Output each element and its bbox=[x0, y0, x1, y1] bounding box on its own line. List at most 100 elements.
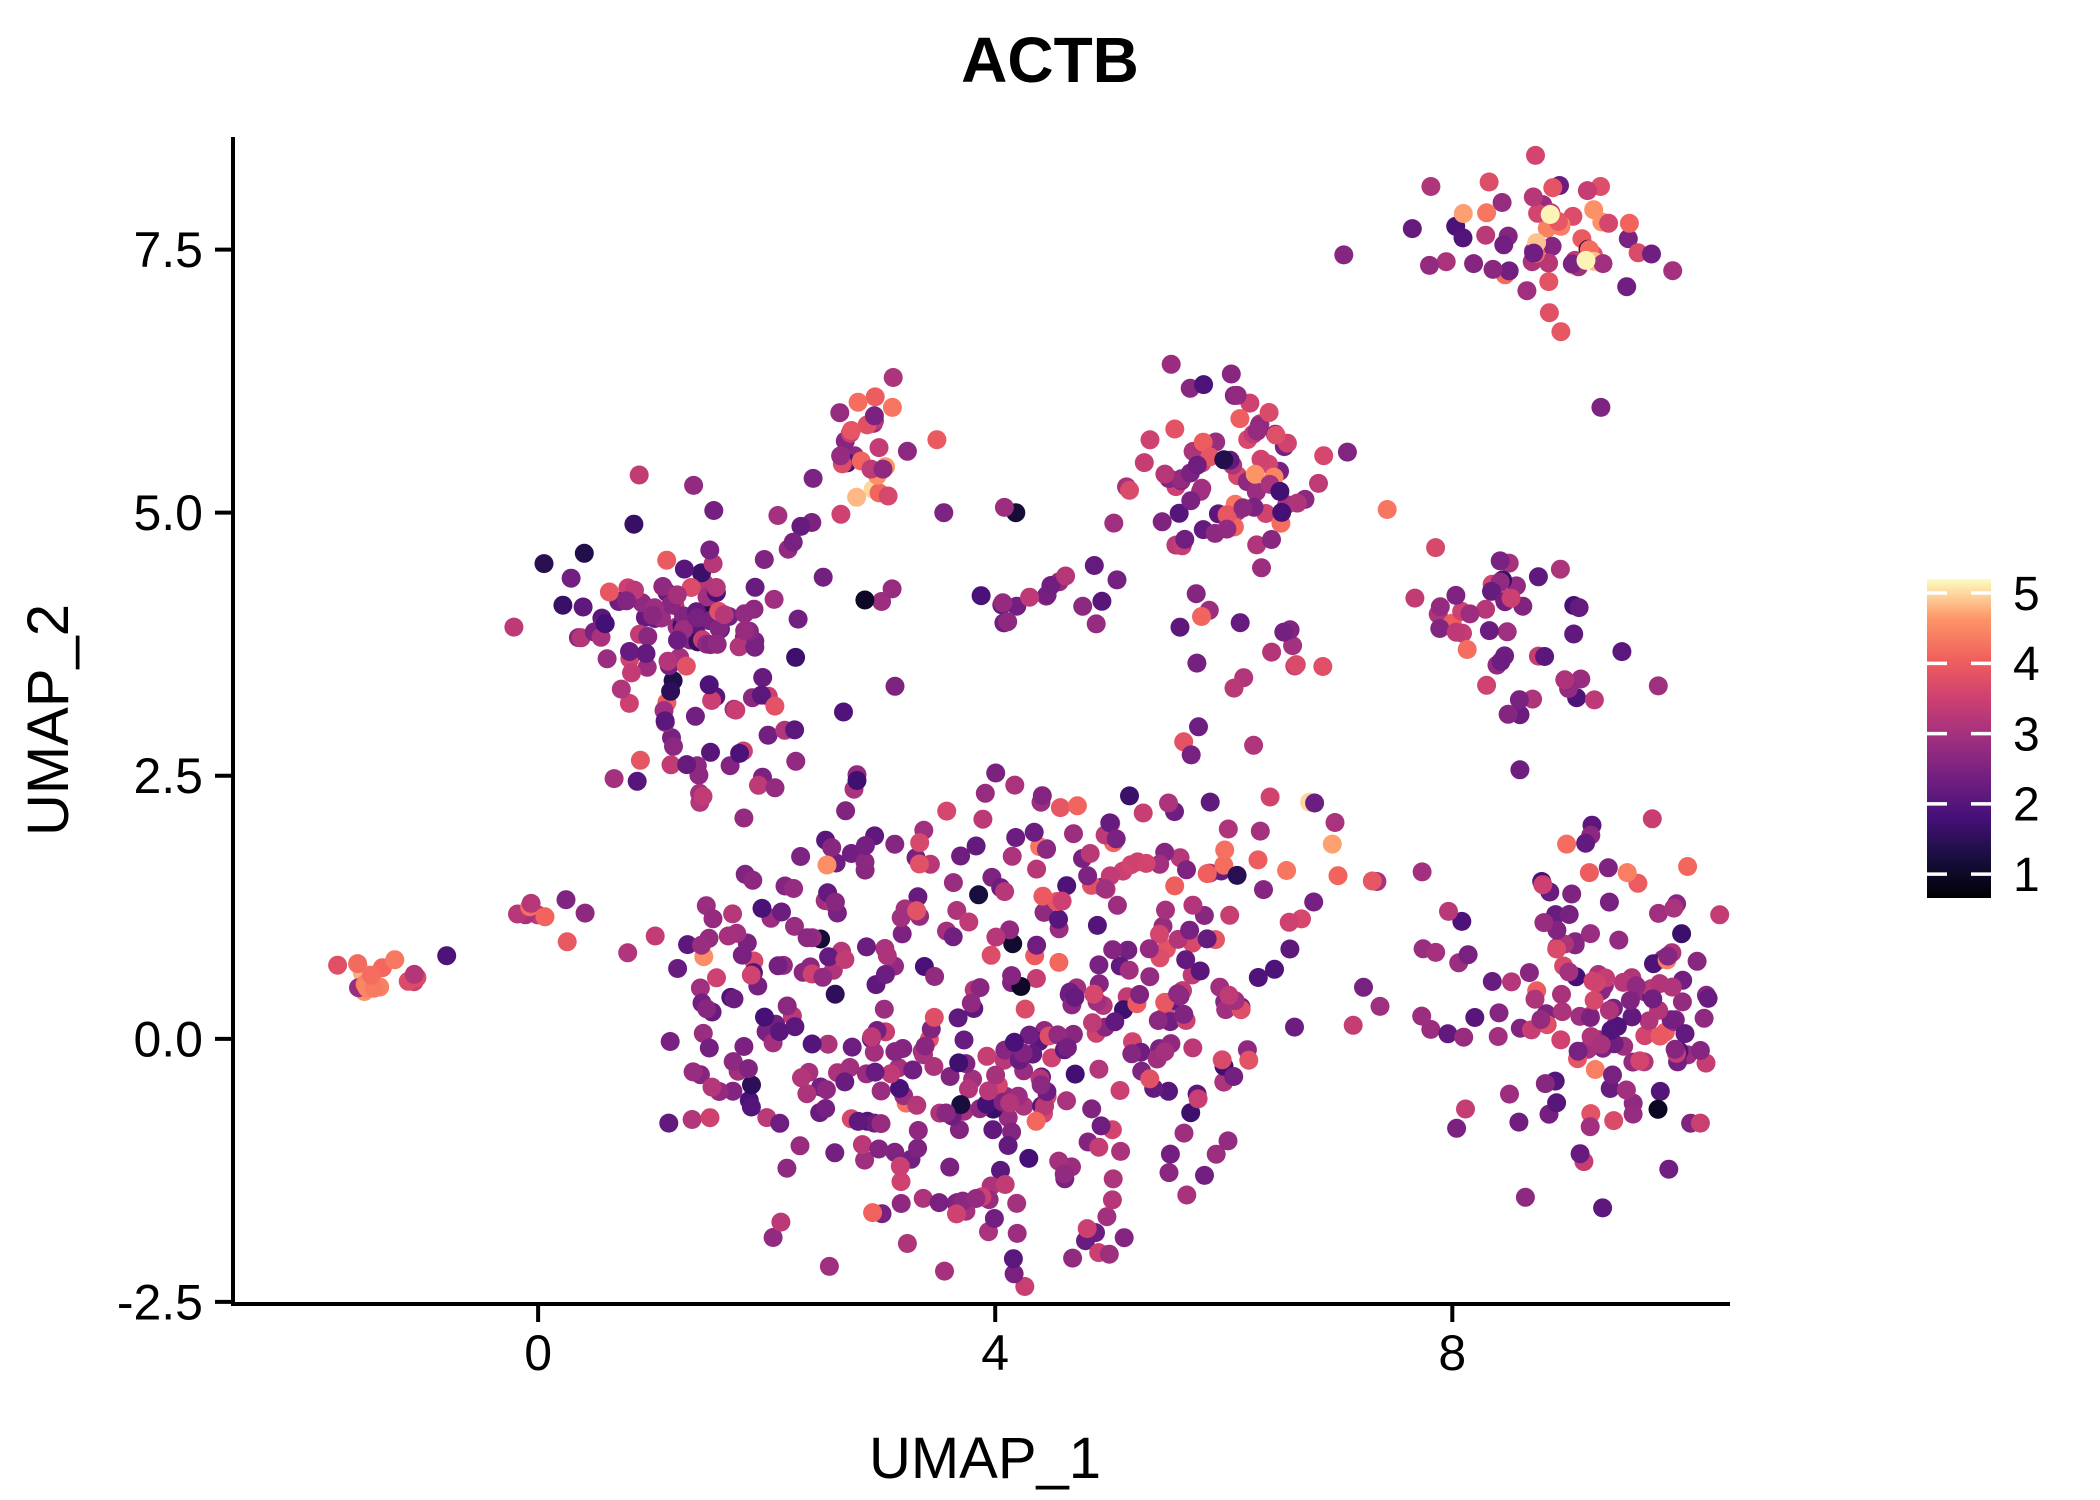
colorbar-tick-label: 2 bbox=[2013, 779, 2040, 832]
data-point bbox=[1188, 1089, 1208, 1109]
data-point bbox=[1106, 829, 1126, 849]
data-point bbox=[1533, 875, 1553, 895]
data-point bbox=[1584, 990, 1604, 1010]
data-point bbox=[1576, 250, 1596, 270]
data-point bbox=[1322, 834, 1342, 854]
data-point bbox=[995, 882, 1015, 902]
data-point bbox=[831, 446, 851, 466]
data-point bbox=[768, 506, 788, 525]
data-point bbox=[1215, 840, 1235, 860]
data-point bbox=[790, 1136, 810, 1156]
data-point bbox=[1678, 857, 1698, 876]
data-point bbox=[1523, 187, 1543, 207]
data-point bbox=[852, 1135, 872, 1155]
data-point bbox=[1412, 862, 1432, 882]
data-point bbox=[1630, 1051, 1650, 1071]
data-point bbox=[1221, 364, 1241, 384]
data-point bbox=[865, 1062, 885, 1082]
data-point bbox=[636, 644, 656, 663]
data-point bbox=[1089, 1059, 1109, 1079]
data-point bbox=[1464, 254, 1484, 274]
data-point bbox=[1110, 1081, 1130, 1100]
data-point bbox=[1097, 1207, 1117, 1227]
data-point bbox=[1622, 1007, 1642, 1027]
data-point bbox=[1214, 855, 1234, 875]
data-point bbox=[803, 468, 823, 488]
y-tick-label: 7.5 bbox=[133, 222, 203, 278]
data-point bbox=[629, 465, 649, 485]
data-point bbox=[986, 1065, 1006, 1085]
data-point bbox=[556, 890, 576, 910]
data-point bbox=[1248, 968, 1268, 987]
data-point bbox=[1197, 864, 1217, 884]
data-point bbox=[1618, 229, 1638, 249]
data-point bbox=[1454, 1027, 1474, 1047]
data-point bbox=[855, 836, 875, 856]
data-point bbox=[768, 956, 788, 976]
colorbar-tick-label: 5 bbox=[2013, 568, 2040, 621]
data-point bbox=[1092, 591, 1112, 611]
data-point bbox=[797, 1084, 817, 1104]
data-point bbox=[908, 1121, 928, 1140]
data-point bbox=[907, 1095, 927, 1115]
data-point bbox=[1562, 884, 1582, 904]
data-point bbox=[1623, 1104, 1643, 1124]
data-point bbox=[668, 959, 688, 978]
data-point bbox=[1156, 900, 1175, 920]
data-point bbox=[706, 578, 726, 597]
data-point bbox=[1104, 513, 1124, 533]
data-point bbox=[847, 771, 867, 790]
data-point bbox=[1626, 976, 1646, 996]
data-point bbox=[1206, 1144, 1226, 1164]
data-point bbox=[735, 604, 755, 624]
data-point bbox=[897, 441, 917, 461]
data-point bbox=[825, 1143, 845, 1163]
data-point bbox=[1065, 1064, 1085, 1084]
data-point bbox=[937, 801, 957, 821]
data-point bbox=[943, 927, 963, 947]
data-point bbox=[668, 630, 687, 650]
data-point bbox=[1619, 213, 1639, 233]
data-point bbox=[986, 763, 1006, 783]
data-point bbox=[1026, 1111, 1046, 1131]
data-point bbox=[1710, 905, 1730, 925]
data-point bbox=[1217, 505, 1237, 525]
data-point bbox=[1262, 530, 1281, 549]
data-point bbox=[1140, 430, 1160, 450]
data-point bbox=[973, 809, 993, 829]
data-point bbox=[723, 904, 743, 924]
data-point bbox=[1219, 985, 1239, 1005]
data-point bbox=[1570, 1144, 1590, 1164]
data-point bbox=[1354, 977, 1373, 997]
data-point bbox=[700, 540, 720, 560]
data-point bbox=[871, 1081, 891, 1101]
data-point bbox=[1026, 969, 1046, 988]
data-point bbox=[697, 999, 717, 1019]
data-point bbox=[1041, 576, 1061, 595]
data-point bbox=[1460, 604, 1480, 624]
data-point bbox=[825, 984, 845, 1004]
colorbar-gradient bbox=[1927, 579, 1991, 898]
data-point bbox=[1103, 1169, 1123, 1189]
data-point bbox=[595, 614, 615, 634]
data-point bbox=[1160, 1144, 1180, 1164]
data-point bbox=[385, 950, 405, 970]
data-point bbox=[908, 1138, 928, 1158]
data-point bbox=[1603, 1065, 1622, 1085]
data-point bbox=[840, 1058, 860, 1077]
data-point bbox=[841, 421, 861, 440]
data-point bbox=[1155, 464, 1175, 484]
data-point bbox=[1003, 1249, 1023, 1269]
data-point bbox=[770, 1113, 790, 1133]
data-point bbox=[994, 497, 1014, 517]
data-point bbox=[891, 1194, 911, 1213]
data-point bbox=[1019, 1148, 1039, 1168]
data-point bbox=[1247, 421, 1267, 441]
data-point bbox=[617, 591, 636, 611]
data-point bbox=[638, 627, 658, 646]
data-point bbox=[1063, 1248, 1083, 1268]
data-point bbox=[741, 965, 761, 985]
data-point bbox=[765, 778, 785, 798]
data-point bbox=[1019, 1025, 1039, 1045]
data-point bbox=[1052, 891, 1072, 911]
